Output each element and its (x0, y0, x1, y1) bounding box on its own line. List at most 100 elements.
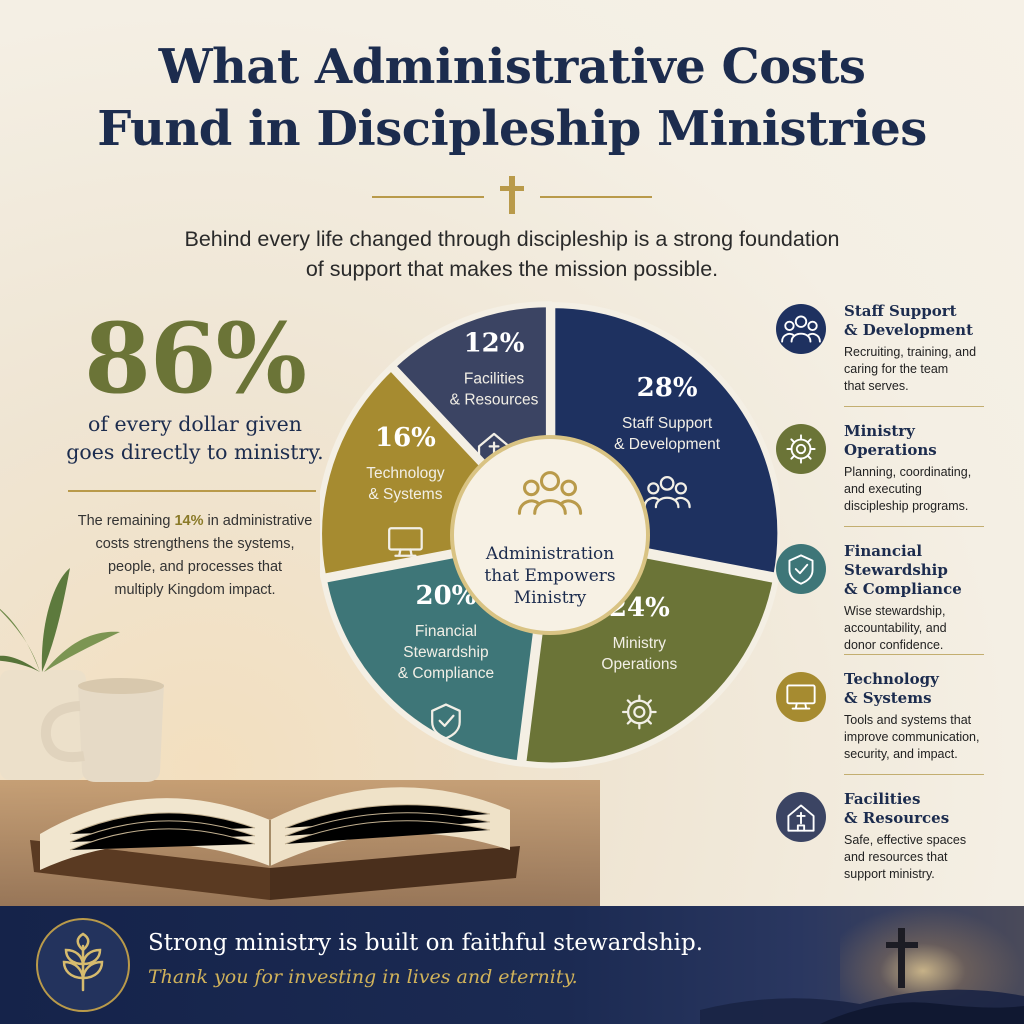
page-title: What Administrative Costs Fund in Discip… (0, 36, 1024, 160)
title-divider-left (372, 196, 484, 198)
legend-description: Safe, effective spaces and resources that… (844, 832, 1004, 883)
legend-description-line: discipleship programs. (844, 499, 969, 513)
pie-category-label-staff-support-and-development: Staff Support (622, 415, 713, 432)
legend-description-line: accountability, and (844, 621, 947, 635)
sprout-icon (62, 932, 104, 992)
legend-description-line: caring for the team (844, 362, 949, 376)
subtitle-line2: of support that makes the mission possib… (305, 257, 719, 281)
legend-description: Recruiting, training, and caring for the … (844, 344, 1004, 395)
legend-title-line: & Resources (844, 809, 950, 827)
legend-title-line: Staff Support (844, 302, 957, 320)
shield-icon (431, 703, 461, 740)
monitor-icon (786, 684, 816, 710)
headline-percent: 86% (84, 302, 307, 415)
pie-category-label-financial-stewardship-and-compliance: & Compliance (398, 665, 495, 682)
people-icon (781, 315, 821, 343)
page-title-line1: What Administrative Costs (158, 39, 866, 95)
remaining-prefix: The remaining (77, 513, 175, 529)
footer-cross-icon (886, 928, 918, 988)
people-icon (517, 471, 583, 515)
legend-title: Technology & Systems (844, 670, 1004, 708)
legend-divider (844, 774, 984, 776)
legend-title: Financial Stewardship & Compliance (844, 542, 1004, 599)
monitor-icon (388, 527, 423, 557)
legend-title: Ministry Operations (844, 422, 1004, 460)
legend-divider (844, 406, 984, 408)
legend-description-line: security, and impact. (844, 747, 958, 761)
pie-center-label-line: Administration (485, 544, 614, 564)
legend-description-line: improve communication, (844, 730, 980, 744)
headline-caption: of every dollar given goes directly to m… (55, 410, 335, 466)
coffee-mug-illustration (40, 678, 164, 782)
pie-center-label-line: that Empowers (484, 566, 615, 586)
legend-icon-badge (776, 792, 826, 842)
gear-icon (621, 694, 657, 730)
legend-title-line: & Systems (844, 689, 932, 707)
legend-title-line: Technology (844, 670, 939, 688)
remaining-line1-rest: in administrative (203, 513, 313, 529)
title-divider-right (540, 196, 652, 198)
legend-title-line: Stewardship (844, 561, 948, 579)
pie-value-label-technology-and-systems: 16% (375, 423, 436, 453)
headline-caption-line2: goes directly to ministry. (66, 440, 324, 464)
legend-description-line: support ministry. (844, 867, 935, 881)
remaining-note: The remaining 14% in administrative cost… (60, 510, 330, 602)
legend-title-line: Operations (844, 441, 937, 459)
legend-icon-badge (776, 672, 826, 722)
pie-chart: 28%Staff Support& Development24%Ministry… (320, 301, 780, 769)
legend-title-line: Ministry (844, 422, 915, 440)
headline-divider (68, 490, 316, 492)
open-bible-illustration (30, 787, 520, 900)
legend-description-line: donor confidence. (844, 638, 944, 652)
pie-category-label-financial-stewardship-and-compliance: Financial (415, 623, 477, 640)
pie-category-label-facilities-and-resources: & Resources (450, 392, 539, 409)
footer-line1: Strong ministry is built on faithful ste… (148, 930, 704, 956)
legend-description-line: Recruiting, training, and (844, 345, 977, 359)
pie-value-label-staff-support-and-development: 28% (637, 373, 698, 403)
legend-title-line: & Compliance (844, 580, 962, 598)
remaining-note-line2: costs strengthens the systems, (95, 536, 295, 552)
legend-icon-badge (776, 304, 826, 354)
pie-category-label-staff-support-and-development: & Development (614, 436, 721, 453)
pie-category-label-technology-and-systems: & Systems (368, 486, 442, 503)
pie-category-label-ministry-operations: Operations (601, 656, 677, 673)
legend-title: Staff Support & Development (844, 302, 1004, 340)
pie-category-label-facilities-and-resources: Facilities (464, 371, 525, 388)
pie-category-label-ministry-operations: Ministry (613, 635, 667, 652)
legend-title: Facilities & Resources (844, 790, 1004, 828)
page-title-line2: Fund in Discipleship Ministries (97, 101, 927, 157)
legend-title-line: & Development (844, 321, 974, 339)
legend-description: Planning, coordinating, and executing disc… (844, 464, 1004, 515)
pie-center-label-line: Ministry (514, 588, 587, 608)
headline-caption-line1: of every dollar given (88, 412, 302, 436)
legend-description: Wise stewardship, accountability, and dono… (844, 603, 1004, 654)
footer-line2: Thank you for investing in lives and ete… (148, 966, 578, 988)
pie-category-label-financial-stewardship-and-compliance: Stewardship (403, 644, 488, 661)
gear-icon (786, 434, 816, 464)
cross-icon (500, 176, 524, 214)
legend-divider (844, 526, 984, 528)
shield-icon (788, 554, 814, 585)
legend-icon-badge (776, 424, 826, 474)
legend-icon-badge (776, 544, 826, 594)
legend-description-line: and resources that (844, 850, 948, 864)
remaining-note-line4: multiply Kingdom impact. (114, 582, 276, 598)
legend-title-line: Financial (844, 542, 923, 560)
legend-description-line: Safe, effective spaces (844, 833, 967, 847)
remaining-note-line3: people, and processes that (107, 559, 283, 575)
church-icon (787, 804, 815, 832)
legend-description: Tools and systems that improve communicat… (844, 712, 1004, 763)
remaining-highlight: 14% (174, 513, 204, 529)
subtitle-line1: Behind every life changed through discip… (184, 227, 840, 251)
legend-description-line: Tools and systems that (844, 713, 972, 727)
legend-description-line: Wise stewardship, (844, 604, 946, 618)
pie-value-label-facilities-and-resources: 12% (464, 329, 525, 359)
subtitle: Behind every life changed through discip… (112, 224, 912, 284)
footer-badge (36, 918, 130, 1012)
footer-hills (700, 989, 1024, 1024)
legend-title-line: Facilities (844, 790, 921, 808)
legend-description-line: and executing (844, 482, 922, 496)
legend-divider (844, 654, 984, 656)
pie-category-label-technology-and-systems: Technology (366, 465, 445, 482)
